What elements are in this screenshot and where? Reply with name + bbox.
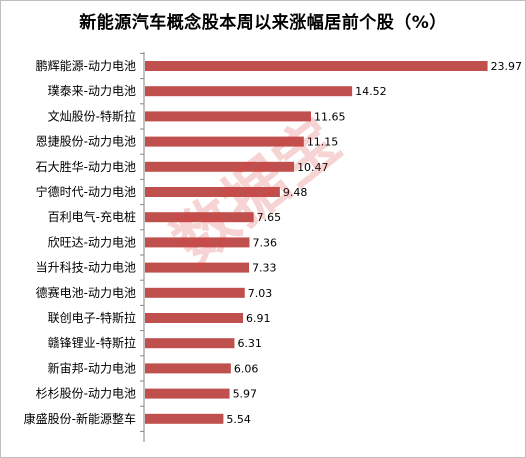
category-label: 康盛股份-新能源整车 [24, 411, 136, 426]
bar [145, 363, 231, 374]
value-label: 7.65 [257, 211, 282, 224]
category-label: 恩捷股份-动力电池 [36, 135, 136, 149]
category-label: 新宙邦-动力电池 [48, 360, 136, 375]
category-label: 鹏辉能源-动力电池 [36, 59, 136, 73]
value-label: 7.33 [252, 262, 277, 275]
bar [145, 287, 245, 298]
value-label: 11.15 [307, 136, 339, 149]
bar [145, 212, 254, 223]
bar [145, 338, 235, 349]
category-label: 杉杉股份-动力电池 [36, 387, 136, 401]
category-label: 赣锋锂业-特斯拉 [48, 335, 136, 350]
bar [145, 413, 224, 424]
bar [145, 187, 280, 197]
bar [145, 136, 304, 147]
value-label: 6.31 [237, 337, 262, 350]
chart-title: 新能源汽车概念股本周以来涨幅居前个股（%） [79, 13, 447, 33]
category-label: 文灿股份-特斯拉 [48, 108, 136, 123]
value-label: 14.52 [355, 85, 387, 98]
value-label: 6.06 [234, 362, 258, 375]
category-label: 宁德时代-动力电池 [36, 184, 136, 199]
category-label: 璞泰来-动力电池 [48, 84, 136, 98]
category-label: 百利电气-充电桩 [48, 209, 136, 224]
value-label: 11.65 [314, 110, 346, 123]
value-label: 23.97 [491, 60, 523, 73]
value-label: 6.91 [246, 312, 271, 325]
category-label: 欣旺达-动力电池 [48, 235, 136, 249]
value-label: 7.03 [248, 287, 273, 300]
bar [145, 313, 244, 323]
bar [145, 237, 250, 248]
category-label: 联创电子-特斯拉 [48, 310, 136, 325]
bar [145, 86, 353, 97]
value-label: 9.48 [283, 186, 308, 199]
bar [145, 111, 311, 122]
category-label: 德赛电池-动力电池 [36, 285, 136, 300]
bar [145, 388, 230, 399]
value-label: 5.97 [233, 388, 258, 401]
value-label: 5.54 [226, 413, 251, 426]
bar [145, 161, 295, 172]
category-label: 当升科技-动力电池 [36, 261, 136, 275]
value-label: 10.47 [297, 161, 329, 174]
value-label: 7.36 [252, 236, 277, 249]
category-label: 石大胜华-动力电池 [36, 159, 136, 174]
bar [145, 262, 250, 273]
bar [145, 61, 488, 71]
